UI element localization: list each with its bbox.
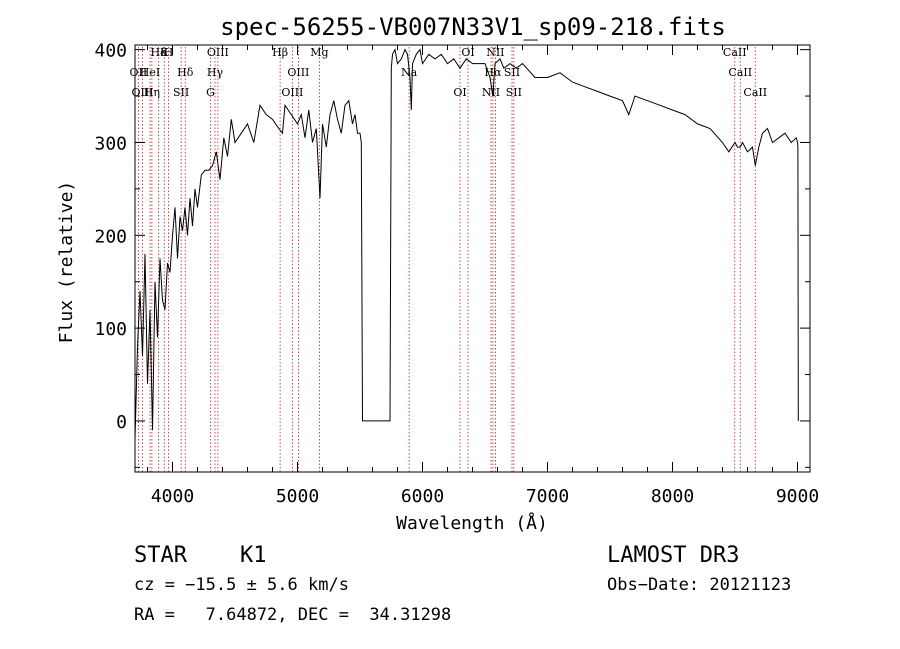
line-label: OIII <box>281 86 303 99</box>
x-tick-label: 9000 <box>776 486 819 507</box>
line-label: Hγ <box>207 66 224 79</box>
redshift-cz: cz = −15.5 ± 5.6 km/s <box>134 575 349 595</box>
x-axis-label: Wavelength (Å) <box>396 512 548 534</box>
y-axis-ticks: 0 100 200 300 400 <box>94 41 810 468</box>
line-label: SII <box>504 66 520 79</box>
x-tick-label: 5000 <box>276 486 319 507</box>
line-label: Mg <box>310 46 328 59</box>
line-label: NII <box>486 46 504 59</box>
y-tick-label: 200 <box>94 226 127 247</box>
line-label: OIII <box>287 66 309 79</box>
y-tick-label: 400 <box>94 41 127 62</box>
line-label: H <box>164 46 174 59</box>
chart-title: spec-56255-VB007N33V1_sp09-218.fits <box>220 13 726 41</box>
line-label: OII <box>130 66 148 79</box>
line-label: Hβ <box>272 46 288 59</box>
line-label: OIII <box>207 46 229 59</box>
line-label: CaII <box>743 86 767 99</box>
line-label: CaII <box>723 46 747 59</box>
line-label: G <box>206 86 215 99</box>
line-label: OI <box>453 86 466 99</box>
observation-date: Obs−Date: 20121123 <box>607 575 791 595</box>
line-label: SII <box>173 86 189 99</box>
spectrum-series-line <box>134 48 799 440</box>
line-label: K <box>160 46 169 59</box>
x-tick-label: 4000 <box>151 486 194 507</box>
line-label: SII <box>506 86 522 99</box>
object-subclass: K1 <box>240 543 267 568</box>
sky-coordinates: RA = 7.64872, DEC = 34.31298 <box>134 605 451 625</box>
line-label: Hδ <box>151 46 168 59</box>
line-label: Hη <box>144 86 160 99</box>
x-axis-ticks: 4000 5000 6000 7000 8000 9000 <box>147 45 819 507</box>
object-class: STAR <box>134 543 188 568</box>
y-tick-label: 0 <box>116 412 127 433</box>
line-label: Hα <box>484 66 502 79</box>
line-label: Hδ <box>177 66 194 79</box>
x-tick-label: 8000 <box>651 486 694 507</box>
y-tick-label: 300 <box>94 133 127 154</box>
x-tick-label: 6000 <box>401 486 444 507</box>
line-label: HeI <box>140 66 160 79</box>
plot-frame <box>134 44 811 473</box>
y-axis-label: Flux (relative) <box>56 181 77 344</box>
x-tick-label: 7000 <box>526 486 569 507</box>
emission-line-markers <box>137 47 756 472</box>
line-label: NII <box>482 86 500 99</box>
y-tick-label: 100 <box>94 319 127 340</box>
line-label: CaII <box>728 66 752 79</box>
line-label: OI <box>461 46 474 59</box>
survey-name: LAMOST DR3 <box>607 543 739 568</box>
emission-line-labels: HδOIIOIIIKHeIHηHHδSIIOIIIHγGHβOIIIOIIIMg… <box>130 46 768 99</box>
